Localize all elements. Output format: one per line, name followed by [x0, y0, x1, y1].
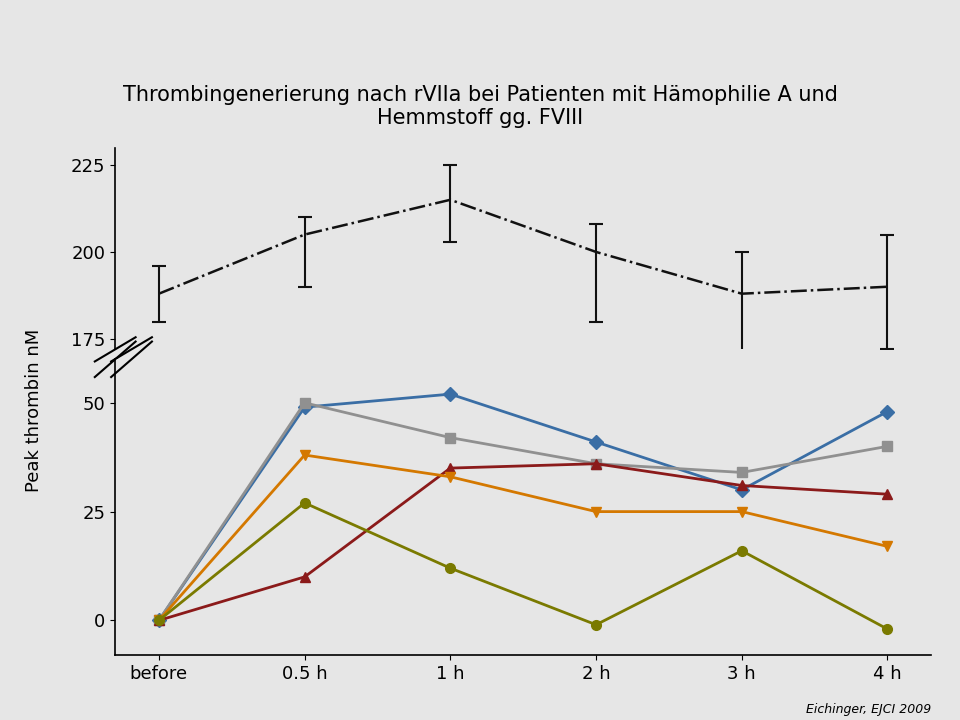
Text: Eichinger, EJCI 2009: Eichinger, EJCI 2009 [806, 703, 931, 716]
Text: Peak thrombin nM: Peak thrombin nM [25, 329, 42, 492]
Text: Thrombingenerierung nach rVIIa bei Patienten mit Hämophilie A und
Hemmstoff gg. : Thrombingenerierung nach rVIIa bei Patie… [123, 85, 837, 128]
